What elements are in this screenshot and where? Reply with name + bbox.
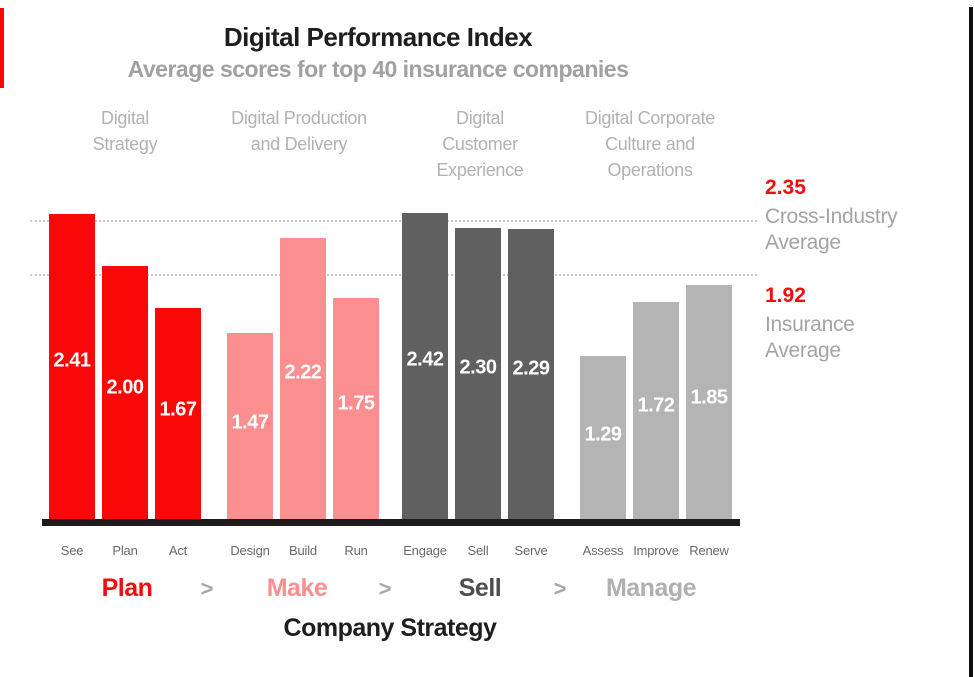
chevron-right-icon: > bbox=[378, 576, 392, 601]
bar-see: 2.41 bbox=[49, 213, 95, 520]
bar-value-label: 2.42 bbox=[406, 348, 444, 371]
bar-value-label: 2.29 bbox=[512, 357, 550, 380]
bar-sell: 2.30 bbox=[455, 227, 501, 520]
bar-renew: 1.85 bbox=[686, 285, 732, 520]
tick-label-improve: Improve bbox=[633, 543, 679, 558]
group-header-digital-corporate: Digital Corporate Culture and Operations bbox=[585, 108, 715, 180]
tick-label-engage: Engage bbox=[403, 543, 447, 558]
bar-value-label: 1.85 bbox=[690, 386, 728, 409]
bar-improve: 1.72 bbox=[633, 301, 679, 520]
page-edge-artifact-right bbox=[969, 7, 973, 677]
reference-line bbox=[30, 274, 757, 277]
cross-industry-average-value: 2.35 bbox=[765, 176, 806, 199]
bar-design: 1.47 bbox=[227, 333, 273, 520]
bar-value-label: 1.29 bbox=[584, 423, 622, 446]
page-edge-artifact-left bbox=[0, 8, 4, 88]
strategy-item-sell: Sell bbox=[458, 574, 502, 602]
tick-label-act: Act bbox=[168, 543, 188, 558]
bar-assess: 1.29 bbox=[580, 356, 626, 520]
bar-value-label: 1.47 bbox=[231, 411, 269, 434]
tick-label-see: See bbox=[60, 543, 84, 558]
bar-engage: 2.42 bbox=[402, 212, 448, 520]
strategy-item-plan: Plan bbox=[101, 574, 153, 602]
bar-act: 1.67 bbox=[155, 307, 201, 520]
cross-industry-average-label: Cross-Industry Average bbox=[765, 205, 898, 254]
chevron-right-icon: > bbox=[553, 576, 567, 601]
x-axis-baseline bbox=[42, 519, 740, 526]
tick-label-build: Build bbox=[289, 543, 317, 558]
insurance-average-annotation: 1.92 Insurance Average bbox=[765, 284, 965, 364]
cross-industry-average-annotation: 2.35 Cross-Industry Average bbox=[765, 176, 965, 256]
bar-build: 2.22 bbox=[280, 238, 326, 520]
insurance-average-label: Insurance Average bbox=[765, 313, 855, 362]
strategy-item-manage: Manage bbox=[605, 574, 697, 602]
tick-label-assess: Assess bbox=[582, 543, 624, 558]
bar-serve: 2.29 bbox=[508, 229, 554, 520]
tick-label-sell: Sell bbox=[467, 543, 489, 558]
page-title: Digital Performance Index bbox=[223, 22, 533, 52]
bar-value-label: 1.75 bbox=[337, 392, 375, 415]
tick-label-design: Design bbox=[230, 543, 270, 558]
bar-plan: 2.00 bbox=[102, 266, 148, 520]
tick-label-plan: Plan bbox=[112, 543, 138, 558]
page-subtitle: Average scores for top 40 insurance comp… bbox=[127, 56, 629, 82]
group-header-digital-strategy: Digital Strategy bbox=[92, 108, 158, 154]
strategy-item-make: Make bbox=[266, 574, 328, 602]
insurance-average-value: 1.92 bbox=[765, 284, 806, 307]
chevron-right-icon: > bbox=[200, 576, 214, 601]
group-header-digital-production: Digital Production and Delivery bbox=[231, 108, 367, 154]
tick-label-serve: Serve bbox=[514, 543, 548, 558]
bar-value-label: 1.72 bbox=[637, 394, 675, 417]
tick-label-renew: Renew bbox=[689, 543, 729, 558]
bar-value-label: 2.41 bbox=[53, 349, 91, 372]
group-header-digital-customer: Digital Customer Experience bbox=[436, 108, 524, 180]
bar-value-label: 2.00 bbox=[106, 376, 144, 399]
bar-value-label: 2.22 bbox=[284, 361, 322, 384]
bar-run: 1.75 bbox=[333, 297, 379, 520]
bar-value-label: 2.30 bbox=[459, 356, 497, 379]
tick-label-run: Run bbox=[344, 543, 368, 558]
reference-line bbox=[30, 219, 757, 222]
company-strategy-axis-label: Company Strategy bbox=[283, 614, 497, 642]
bar-value-label: 1.67 bbox=[159, 398, 197, 421]
